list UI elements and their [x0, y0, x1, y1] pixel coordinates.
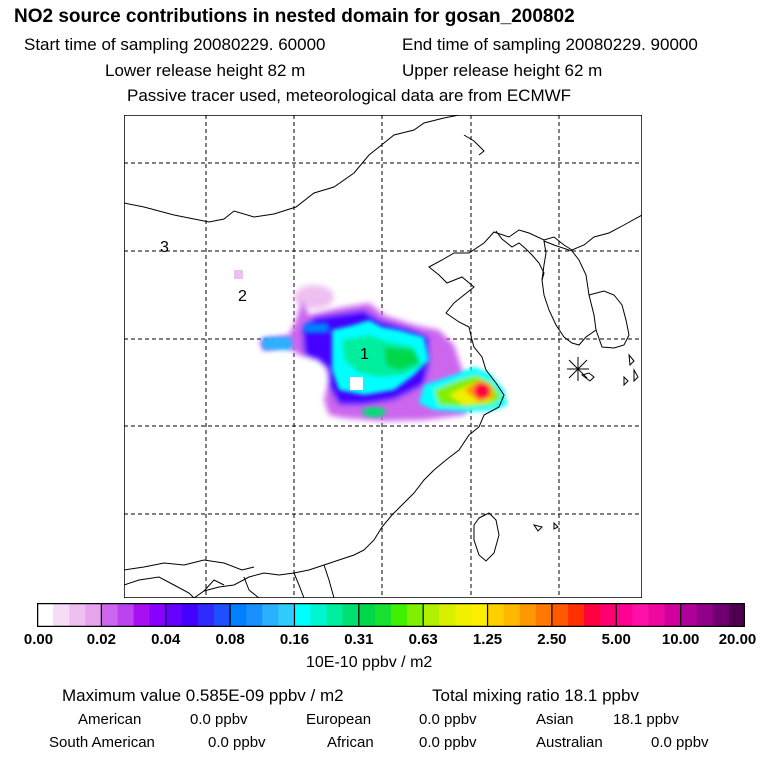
region-name-african: African [327, 734, 374, 751]
colorbar-cell [53, 603, 70, 627]
colorbar-cell [310, 603, 328, 627]
region-value-asian: 18.1 ppbv [613, 711, 679, 728]
colorbar-cell [535, 603, 553, 627]
colorbar-cell [294, 603, 311, 627]
colorbar-cell [503, 603, 521, 627]
colorbar-cell [439, 603, 456, 627]
coastlines [124, 115, 642, 598]
colorbar-cell [278, 603, 295, 627]
colorbar-tick-label: 0.02 [86, 631, 116, 648]
colorbar-cell [568, 603, 585, 627]
region-name-south-american: South American [49, 734, 155, 751]
colorbar-cell [712, 603, 730, 627]
colorbar-tick-label: 0.00 [23, 631, 54, 648]
region-value-european: 0.0 ppbv [419, 711, 477, 728]
colorbar-cells [37, 603, 745, 627]
colorbar-cell [230, 603, 247, 627]
colorbar-tick-label: 0.04 [151, 631, 181, 648]
colorbar-cell [69, 603, 86, 627]
concentration-plume [234, 270, 507, 421]
colorbar-cell [423, 603, 440, 627]
colorbar-cell [262, 603, 279, 627]
colorbar-cell [197, 603, 215, 627]
colorbar-cell [374, 603, 392, 627]
colorbar-tick-label: 10.00 [661, 631, 700, 648]
colorbar-cell [407, 603, 424, 627]
colorbar-cell [85, 603, 102, 627]
colorbar-tick-label: 0.08 [215, 631, 245, 648]
colorbar-cell [342, 603, 360, 627]
colorbar-tick-label: 5.00 [601, 631, 631, 648]
source-label-2: 2 [238, 288, 247, 305]
colorbar-cell [680, 603, 698, 627]
colorbar-cell [728, 603, 745, 627]
region-name-european: European [306, 711, 372, 728]
colorbar-cell [616, 603, 633, 627]
colorbar-major-dividers [100, 603, 682, 627]
colorbar-tick-label: 0.31 [344, 631, 374, 648]
region-name-asian: Asian [536, 711, 574, 728]
colorbar [37, 603, 745, 627]
region-value-south-american: 0.0 ppbv [208, 734, 266, 751]
source-label-3: 3 [160, 239, 169, 256]
colorbar-cell [664, 603, 682, 627]
colorbar-cell [326, 603, 344, 627]
colorbar-cell [471, 603, 488, 627]
receptor-asterisk-icon [567, 357, 589, 381]
chart-title: NO2 source contributions in nested domai… [14, 6, 575, 27]
source-label-1: 1 [360, 346, 369, 363]
total-mixing-label: Total mixing ratio 18.1 ppbv [432, 686, 639, 705]
max-value-label: Maximum value 0.585E-09 ppbv / m2 [62, 686, 344, 705]
colorbar-cell [165, 603, 183, 627]
colorbar-cell [696, 603, 714, 627]
colorbar-cell [149, 603, 167, 627]
region-value-african: 0.0 ppbv [419, 734, 477, 751]
colorbar-tick-label: 2.50 [537, 631, 567, 648]
colorbar-cell [551, 603, 569, 627]
colorbar-cell [391, 603, 408, 627]
region-value-australian: 0.0 ppbv [651, 734, 709, 751]
colorbar-tick-label: 1.25 [472, 631, 503, 648]
colorbar-cell [214, 603, 231, 627]
colorbar-cell [358, 603, 376, 627]
colorbar-cell [181, 603, 199, 627]
colorbar-tick-label: 0.63 [408, 631, 438, 648]
colorbar-cell [632, 603, 649, 627]
colorbar-tick-label: 0.16 [279, 631, 310, 648]
colorbar-units: 10E-10 ppbv / m2 [306, 654, 433, 671]
colorbar-cell [600, 603, 617, 627]
region-name-australian: Australian [536, 734, 603, 751]
start-time-label: Start time of sampling 20080229. 60000 [24, 35, 326, 54]
lower-release-label: Lower release height 82 m [105, 61, 306, 80]
region-name-american: American [78, 711, 142, 728]
colorbar-cell [133, 603, 151, 627]
colorbar-cell [584, 603, 601, 627]
tracer-note: Passive tracer used, meteorological data… [127, 86, 572, 105]
colorbar-cell [117, 603, 134, 627]
colorbar-cell [37, 603, 54, 627]
map-panel: 3 2 1 [124, 115, 642, 598]
colorbar-tick-label: 20.00 [718, 631, 757, 648]
region-value-american: 0.0 ppbv [190, 711, 248, 728]
upper-release-label: Upper release height 62 m [402, 61, 603, 80]
end-time-label: End time of sampling 20080229. 90000 [402, 35, 698, 54]
colorbar-cell [246, 603, 263, 627]
colorbar-cell [519, 603, 537, 627]
colorbar-cell [487, 603, 505, 627]
colorbar-cell [648, 603, 665, 627]
colorbar-cell [101, 603, 118, 627]
colorbar-cell [455, 603, 472, 627]
